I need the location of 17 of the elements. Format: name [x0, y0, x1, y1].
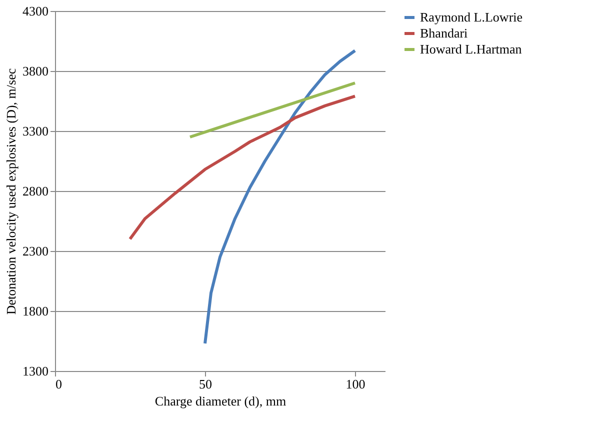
legend-label: Raymond L.Lowrie — [420, 10, 523, 24]
line-series — [204, 49, 356, 345]
line-series — [128, 94, 356, 240]
y-tick-label: 2300 — [22, 244, 48, 258]
x-tick-label: 0 — [56, 376, 62, 392]
y-tick-label: 1800 — [22, 304, 48, 318]
y-tick-label: 2800 — [22, 184, 48, 198]
x-tick-label: 100 — [346, 376, 366, 392]
x-tick-label: 50 — [199, 376, 212, 392]
y-tick-label: 3800 — [22, 64, 48, 78]
x-axis-title: Charge diameter (d), mm — [154, 394, 286, 408]
legend-label: Howard L.Hartman — [420, 42, 522, 56]
legend-label: Bhandari — [420, 26, 468, 40]
y-axis-title: Detonation velocity used explosives (D), m/sec — [4, 68, 18, 315]
y-tick-label: 3300 — [22, 124, 48, 138]
y-tick-label: 4300 — [22, 4, 48, 18]
y-tick-label: 1300 — [22, 364, 48, 378]
